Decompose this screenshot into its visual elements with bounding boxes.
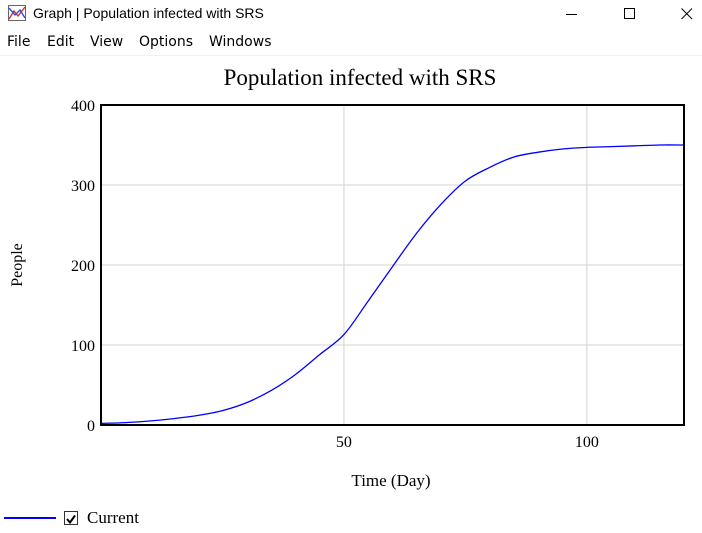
grid-layer: [101, 105, 684, 425]
chart: Population infected with SRS 0 100 200 300 4…: [9, 65, 685, 490]
menu-options[interactable]: Options: [139, 34, 194, 50]
menu-bar: File Edit View Options Windows: [0, 31, 702, 56]
y-axis-label: People: [9, 243, 26, 287]
minimize-button[interactable]: [549, 0, 595, 28]
x-tick-label: 100: [575, 434, 599, 451]
window-title: Graph | Population infected with SRS: [33, 5, 264, 21]
y-tick-label: 400: [71, 98, 95, 115]
series-line-current: [100, 144, 685, 425]
title-bar[interactable]: Graph | Population infected with SRS: [0, 0, 702, 28]
chart-title: Population infected with SRS: [224, 65, 497, 90]
x-axis-label: Time (Day): [351, 471, 430, 490]
legend: Current: [0, 506, 300, 530]
legend-checkbox[interactable]: [64, 511, 78, 525]
checkmark-icon: [66, 514, 76, 525]
y-tick-label: 200: [71, 258, 95, 275]
graph-icon: [8, 5, 26, 21]
close-icon: [681, 8, 693, 20]
menu-edit[interactable]: Edit: [47, 34, 75, 50]
menu-view[interactable]: View: [90, 34, 124, 50]
legend-label: Current: [87, 508, 139, 527]
tick-layer: 0 100 200 300 400 50 100: [71, 98, 599, 451]
maximize-button[interactable]: [607, 0, 653, 28]
maximize-icon: [624, 8, 635, 19]
plot-frame: [100, 104, 685, 426]
menu-file[interactable]: File: [7, 34, 31, 50]
minimize-icon: [566, 14, 577, 15]
y-tick-label: 300: [71, 178, 95, 195]
legend-line-swatch: [4, 517, 56, 519]
y-tick-label: 100: [71, 338, 95, 355]
menu-windows[interactable]: Windows: [209, 34, 272, 50]
x-tick-label: 50: [336, 434, 352, 451]
close-button[interactable]: [664, 0, 702, 28]
y-tick-label: 0: [87, 418, 95, 435]
